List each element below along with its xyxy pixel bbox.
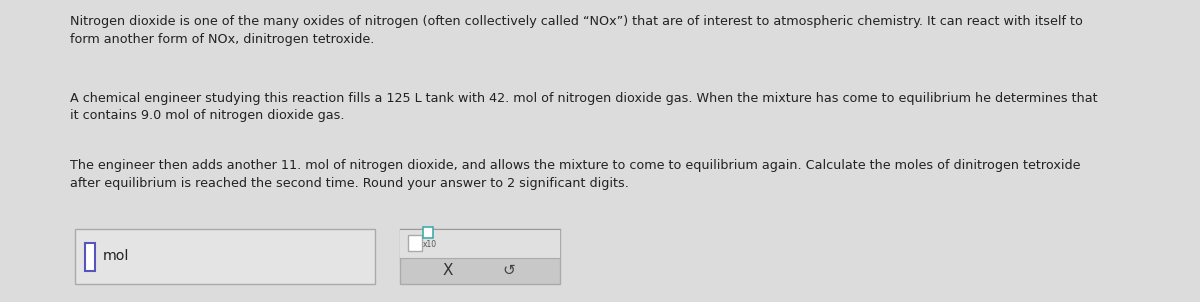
Bar bbox=[85, 243, 95, 271]
Bar bbox=[400, 229, 560, 258]
Bar bbox=[424, 227, 433, 238]
Text: A chemical engineer studying this reaction fills a 125 L tank with 42. mol of ni: A chemical engineer studying this reacti… bbox=[70, 92, 1098, 123]
Text: The engineer then adds another 11. mol of nitrogen dioxide, and allows the mixtu: The engineer then adds another 11. mol o… bbox=[70, 159, 1080, 189]
Text: x10: x10 bbox=[424, 240, 437, 249]
Bar bbox=[74, 229, 374, 284]
Text: X: X bbox=[443, 263, 454, 278]
Text: mol: mol bbox=[103, 249, 130, 264]
Text: Nitrogen dioxide is one of the many oxides of nitrogen (often collectively calle: Nitrogen dioxide is one of the many oxid… bbox=[70, 15, 1082, 46]
Bar bbox=[408, 235, 422, 251]
Text: ↺: ↺ bbox=[503, 263, 515, 278]
Bar bbox=[400, 229, 560, 284]
